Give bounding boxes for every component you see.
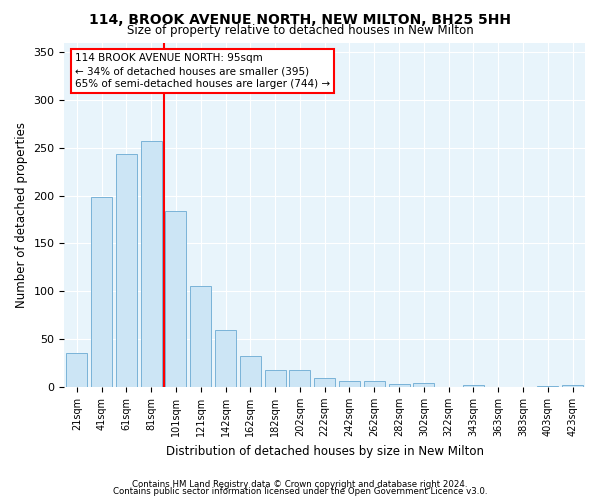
Bar: [166, 211, 187, 387]
Bar: [215, 330, 236, 387]
Bar: [413, 383, 434, 387]
Text: 114, BROOK AVENUE NORTH, NEW MILTON, BH25 5HH: 114, BROOK AVENUE NORTH, NEW MILTON, BH2…: [89, 12, 511, 26]
Bar: [265, 370, 286, 387]
Bar: [116, 154, 137, 387]
Bar: [190, 286, 211, 387]
Text: Contains public sector information licensed under the Open Government Licence v3: Contains public sector information licen…: [113, 487, 487, 496]
Text: Contains HM Land Registry data © Crown copyright and database right 2024.: Contains HM Land Registry data © Crown c…: [132, 480, 468, 489]
Text: 114 BROOK AVENUE NORTH: 95sqm
← 34% of detached houses are smaller (395)
65% of : 114 BROOK AVENUE NORTH: 95sqm ← 34% of d…: [75, 53, 330, 89]
Bar: [389, 384, 410, 387]
Bar: [240, 356, 261, 387]
X-axis label: Distribution of detached houses by size in New Milton: Distribution of detached houses by size …: [166, 444, 484, 458]
Bar: [339, 381, 360, 387]
Bar: [289, 370, 310, 387]
Text: Size of property relative to detached houses in New Milton: Size of property relative to detached ho…: [127, 24, 473, 37]
Bar: [562, 385, 583, 387]
Bar: [91, 196, 112, 387]
Bar: [364, 381, 385, 387]
Bar: [537, 386, 559, 387]
Bar: [314, 378, 335, 387]
Y-axis label: Number of detached properties: Number of detached properties: [15, 122, 28, 308]
Bar: [140, 141, 162, 387]
Bar: [66, 354, 88, 387]
Bar: [463, 385, 484, 387]
